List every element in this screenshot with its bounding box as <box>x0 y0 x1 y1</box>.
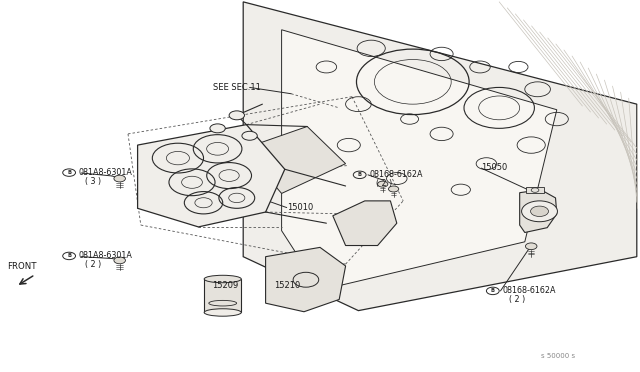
Text: 15050: 15050 <box>481 163 508 172</box>
Circle shape <box>114 175 125 182</box>
Text: 08168-6162A: 08168-6162A <box>502 286 556 295</box>
Text: B: B <box>67 170 71 175</box>
Circle shape <box>242 131 257 140</box>
Circle shape <box>522 201 557 222</box>
Text: 15209: 15209 <box>212 281 239 290</box>
Text: ( 2 ): ( 2 ) <box>85 260 101 269</box>
Ellipse shape <box>204 275 241 283</box>
Bar <box>526 187 544 193</box>
Circle shape <box>531 206 548 217</box>
Circle shape <box>229 111 244 120</box>
Text: 15210: 15210 <box>274 281 300 290</box>
Polygon shape <box>333 201 397 246</box>
Text: ( 2 ): ( 2 ) <box>509 295 525 304</box>
Text: FRONT: FRONT <box>8 262 37 271</box>
Circle shape <box>114 257 125 264</box>
Text: 15010: 15010 <box>287 203 313 212</box>
Polygon shape <box>266 247 346 312</box>
Ellipse shape <box>204 309 241 316</box>
Text: B: B <box>67 253 71 259</box>
Text: SEE SEC.11: SEE SEC.11 <box>213 83 261 92</box>
Text: ( 2 ): ( 2 ) <box>376 179 392 188</box>
Circle shape <box>525 243 537 250</box>
Text: B: B <box>358 172 362 177</box>
Circle shape <box>388 186 399 192</box>
Text: 081A8-6301A: 081A8-6301A <box>79 168 132 177</box>
Text: 08168-6162A: 08168-6162A <box>369 170 423 179</box>
Text: 081A8-6301A: 081A8-6301A <box>79 251 132 260</box>
Polygon shape <box>243 126 346 193</box>
Polygon shape <box>282 30 557 290</box>
Polygon shape <box>138 125 285 227</box>
Text: B: B <box>491 288 495 294</box>
Text: s 50000 s: s 50000 s <box>541 353 575 359</box>
Bar <box>204 279 241 312</box>
Polygon shape <box>520 190 557 232</box>
Text: ( 3 ): ( 3 ) <box>85 177 101 186</box>
Circle shape <box>378 181 388 187</box>
Circle shape <box>210 124 225 133</box>
Polygon shape <box>243 2 637 311</box>
